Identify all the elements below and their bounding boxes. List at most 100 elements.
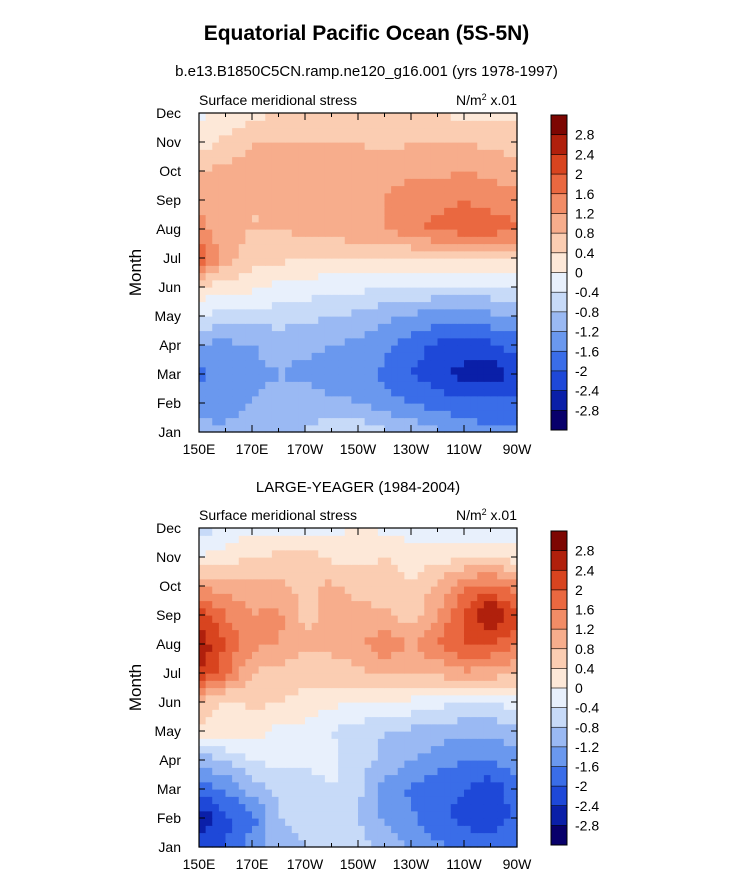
contour-cell	[338, 127, 346, 136]
contour-cell	[278, 803, 286, 812]
contour-cell	[371, 636, 379, 645]
contour-cell	[258, 615, 266, 623]
contour-cell	[424, 207, 432, 216]
contour-cell	[457, 279, 465, 288]
contour-cell	[424, 323, 432, 332]
contour-cell	[490, 410, 498, 419]
contour-cell	[212, 738, 220, 747]
contour-cell	[305, 673, 313, 681]
contour-cell	[470, 709, 478, 718]
contour-cell	[324, 294, 333, 303]
contour-cell	[497, 535, 505, 544]
contour-cell	[391, 388, 399, 397]
contour-cell	[371, 781, 379, 790]
contour-cell	[364, 622, 372, 631]
contour-cell	[397, 243, 405, 252]
contour-cell	[437, 571, 445, 580]
contour-cell	[232, 629, 240, 638]
contour-cell	[411, 287, 419, 295]
contour-cell	[397, 287, 405, 295]
contour-cell	[377, 403, 386, 411]
contour-cell	[225, 607, 233, 616]
contour-cell	[503, 330, 511, 339]
contour-cell	[245, 803, 253, 812]
contour-cell	[331, 615, 339, 623]
contour-cell	[205, 680, 213, 689]
contour-cell	[238, 651, 246, 660]
contour-cell	[311, 272, 319, 281]
contour-cell	[411, 745, 419, 754]
contour-cell	[391, 395, 399, 404]
contour-cell	[358, 745, 366, 754]
contour-cell	[404, 294, 412, 303]
contour-cell	[278, 178, 286, 187]
contour-cell	[404, 789, 412, 797]
contour-cell	[265, 410, 273, 419]
contour-cell	[510, 250, 518, 259]
contour-cell	[430, 658, 439, 667]
contour-cell	[384, 323, 392, 332]
contour-cell	[265, 665, 273, 674]
contour-cell	[351, 694, 359, 703]
contour-cell	[437, 651, 445, 660]
contour-cell	[411, 839, 419, 848]
contour-cell	[331, 760, 339, 768]
contour-cell	[424, 424, 432, 433]
contour-cell	[298, 265, 306, 274]
contour-cell	[199, 185, 207, 194]
contour-cell	[218, 629, 227, 638]
contour-cell	[245, 156, 253, 165]
contour-cell	[351, 374, 359, 382]
contour-cell	[291, 323, 299, 332]
contour-cell	[232, 825, 240, 834]
contour-cell	[298, 549, 306, 558]
contour-cell	[311, 258, 319, 266]
contour-cell	[225, 250, 233, 259]
contour-cell	[444, 279, 452, 288]
contour-cell	[265, 593, 273, 602]
contour-cell	[444, 607, 452, 616]
contour-cell	[218, 403, 227, 411]
contour-cell	[271, 301, 280, 310]
contour-cell	[278, 366, 286, 375]
contour-cell	[291, 723, 299, 732]
contour-cell	[305, 774, 313, 783]
contour-cell	[232, 308, 240, 317]
contour-cell	[311, 381, 319, 390]
contour-cell	[371, 250, 379, 259]
contour-cell	[351, 417, 359, 426]
contour-cell	[265, 316, 273, 324]
contour-cell	[258, 374, 266, 382]
contour-cell	[271, 789, 280, 797]
contour-cell	[364, 680, 372, 689]
contour-cell	[218, 586, 227, 594]
contour-cell	[404, 424, 412, 433]
contour-cell	[417, 359, 425, 368]
contour-cell	[377, 673, 386, 681]
contour-cell	[252, 716, 260, 725]
contour-cell	[252, 345, 260, 353]
contour-cell	[291, 615, 299, 623]
contour-cell	[232, 571, 240, 580]
contour-cell	[291, 381, 299, 390]
contour-cell	[318, 665, 326, 674]
contour-cell	[351, 549, 359, 558]
contour-cell	[477, 716, 485, 725]
contour-cell	[411, 236, 419, 245]
contour-cell	[338, 542, 346, 551]
contour-cell	[477, 571, 485, 580]
contour-cell	[497, 600, 505, 609]
contour-cell	[199, 410, 207, 419]
contour-cell	[318, 818, 326, 826]
contour-cell	[324, 352, 333, 361]
contour-cell	[490, 781, 498, 790]
contour-cell	[271, 120, 280, 129]
contour-cell	[351, 586, 359, 594]
contour-cell	[411, 578, 419, 587]
contour-cell	[497, 571, 505, 580]
contour-cell	[351, 680, 359, 689]
contour-cell	[252, 600, 260, 609]
contour-cell	[232, 680, 240, 689]
contour-cell	[404, 557, 412, 565]
contour-cell	[338, 134, 346, 143]
